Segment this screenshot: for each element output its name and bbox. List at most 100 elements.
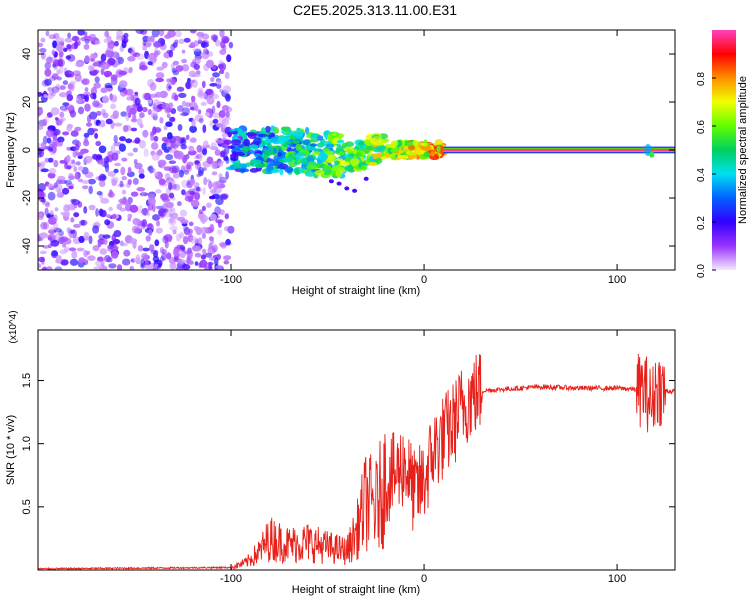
transition-blob xyxy=(368,161,378,166)
noise-speckle xyxy=(139,64,148,71)
noise-speckle xyxy=(198,152,203,162)
noise-speckle xyxy=(69,247,76,252)
noise-speckle xyxy=(87,178,96,185)
noise-speckle xyxy=(159,117,164,124)
y-tick-label: 0 xyxy=(21,147,33,153)
noise-speckle xyxy=(194,104,199,112)
noise-speckle xyxy=(194,261,199,266)
x-tick-label: -100 xyxy=(220,573,242,585)
noise-speckle xyxy=(75,95,82,103)
transition-blob xyxy=(328,179,334,184)
noise-speckle xyxy=(98,145,107,154)
noise-speckle xyxy=(158,178,166,186)
noise-speckle xyxy=(40,222,48,230)
noise-speckle xyxy=(152,126,157,135)
noise-speckle xyxy=(149,82,157,91)
transition-blob xyxy=(281,126,291,131)
noise-speckle xyxy=(224,226,231,232)
noise-speckle xyxy=(201,205,206,212)
noise-speckle xyxy=(218,70,225,75)
noise-speckle xyxy=(54,266,63,270)
transition-blob xyxy=(364,145,375,151)
noise-speckle xyxy=(196,173,201,178)
transition-blob xyxy=(277,152,282,157)
noise-speckle xyxy=(160,256,165,262)
noise-speckle xyxy=(145,265,152,270)
y-tick-label: 0.5 xyxy=(21,499,33,514)
noise-speckle xyxy=(152,214,161,221)
noise-speckle xyxy=(181,189,186,196)
noise-speckle xyxy=(188,221,194,227)
noise-speckle xyxy=(155,189,162,194)
noise-speckle xyxy=(166,252,172,260)
transition-blob xyxy=(408,145,416,151)
colorbar-tick-label: 0.8 xyxy=(696,72,707,86)
noise-speckle xyxy=(110,176,119,184)
noise-speckle xyxy=(189,125,198,133)
transition-blob xyxy=(317,153,329,161)
noise-speckle xyxy=(44,207,49,216)
noise-speckle xyxy=(169,262,177,270)
noise-speckle xyxy=(112,238,121,245)
noise-speckle xyxy=(127,213,133,219)
y-tick-label: 20 xyxy=(21,96,33,108)
noise-speckle xyxy=(70,217,75,223)
noise-speckle xyxy=(105,87,113,92)
noise-speckle xyxy=(83,132,90,138)
noise-speckle xyxy=(161,102,170,110)
noise-speckle xyxy=(177,105,184,112)
transition-blob xyxy=(352,188,358,193)
noise-speckle xyxy=(49,226,57,231)
noise-speckle xyxy=(147,61,153,66)
noise-speckle xyxy=(90,58,96,62)
noise-speckle xyxy=(180,138,186,143)
noise-speckle xyxy=(111,178,117,187)
noise-speckle xyxy=(111,250,119,259)
transition-blob xyxy=(283,157,294,163)
noise-speckle xyxy=(57,188,61,197)
noise-speckle xyxy=(38,162,41,168)
noise-speckle xyxy=(51,49,56,56)
noise-speckle xyxy=(127,166,132,174)
noise-speckle xyxy=(38,143,42,147)
noise-speckle xyxy=(153,135,159,142)
noise-speckle xyxy=(153,50,159,58)
noise-speckle xyxy=(218,241,228,247)
noise-speckle xyxy=(194,252,202,258)
noise-speckle xyxy=(221,133,228,138)
noise-speckle xyxy=(215,264,222,270)
noise-speckle xyxy=(205,59,215,69)
noise-speckle xyxy=(200,101,207,106)
carrier-blip xyxy=(649,151,655,158)
noise-speckle xyxy=(46,137,52,144)
noise-speckle xyxy=(155,227,163,234)
transition-blob xyxy=(230,153,235,159)
noise-speckle xyxy=(134,162,143,170)
spectrogram-carrier xyxy=(443,144,675,158)
noise-speckle xyxy=(63,246,70,253)
noise-speckle xyxy=(47,172,56,179)
noise-speckle xyxy=(174,39,179,45)
noise-speckle xyxy=(225,110,230,119)
noise-speckle xyxy=(225,171,230,180)
transition-blob xyxy=(269,137,279,143)
noise-speckle xyxy=(75,161,81,166)
noise-speckle xyxy=(129,237,138,245)
noise-speckle xyxy=(186,164,192,170)
noise-speckle xyxy=(40,191,46,199)
transition-blob xyxy=(374,157,383,164)
transition-blob xyxy=(229,164,234,169)
y-tick-label: -20 xyxy=(21,190,33,206)
noise-speckle xyxy=(170,108,177,115)
noise-speckle xyxy=(168,116,176,122)
noise-speckle xyxy=(172,248,180,257)
transition-blob xyxy=(385,153,390,159)
noise-speckle xyxy=(92,245,100,252)
noise-speckle xyxy=(133,159,138,165)
noise-speckle xyxy=(168,212,173,218)
transition-blob xyxy=(336,143,341,148)
noise-speckle xyxy=(125,138,133,144)
transition-blob xyxy=(363,139,372,146)
noise-speckle xyxy=(210,142,217,149)
